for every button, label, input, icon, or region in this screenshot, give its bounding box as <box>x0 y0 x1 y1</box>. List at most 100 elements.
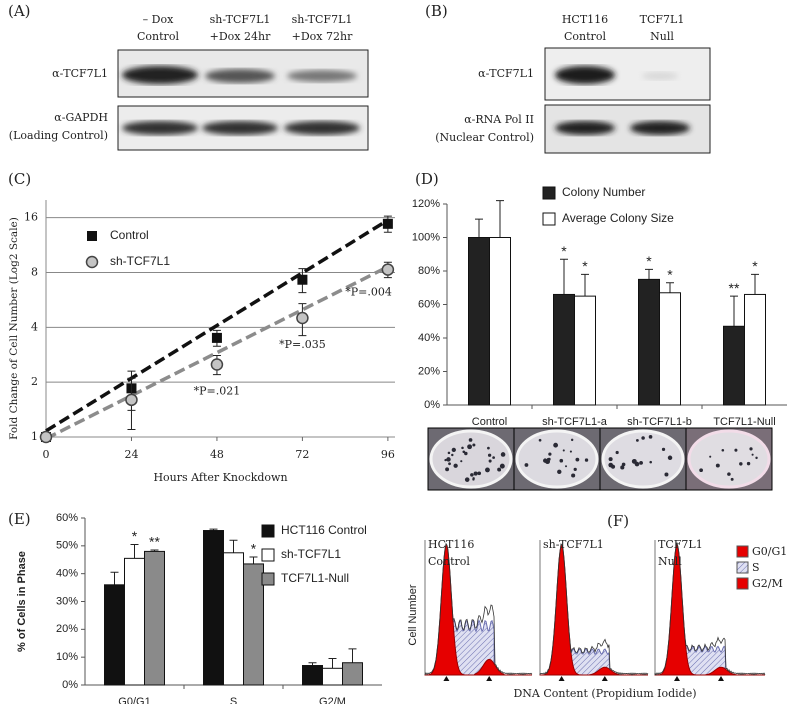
colony <box>524 463 529 467</box>
error-bar <box>130 543 139 559</box>
colony <box>492 456 495 459</box>
bar <box>468 237 490 406</box>
colony <box>715 463 720 468</box>
x-tick-label: sh-TCF7L1-a <box>542 416 608 428</box>
legend-swatch <box>736 545 749 558</box>
colony <box>615 450 619 455</box>
colony <box>565 465 568 468</box>
lane-label: TCF7L1 <box>640 13 685 26</box>
bar <box>322 667 343 686</box>
colony <box>499 463 505 469</box>
colony <box>751 453 754 456</box>
point <box>381 263 395 276</box>
colony <box>649 460 652 464</box>
colony <box>721 448 725 452</box>
legend-swatch <box>542 186 556 200</box>
colony <box>485 467 490 473</box>
colony <box>749 447 753 451</box>
row-label: (Nuclear Control) <box>435 131 534 144</box>
colony <box>448 462 451 466</box>
colony <box>557 469 562 475</box>
lane-label: HCT116 <box>562 13 608 26</box>
significance-label: ** <box>729 280 740 296</box>
panel-label: (C) <box>8 170 31 188</box>
bar <box>489 237 511 406</box>
x-tick-label: 96 <box>381 448 395 461</box>
colony <box>664 472 669 477</box>
colony <box>553 442 559 448</box>
y-tick-label: 30% <box>56 595 78 607</box>
legend-swatch <box>261 548 275 562</box>
colony <box>453 463 458 468</box>
x-tick-label: sh-TCF7L1-b <box>627 416 692 428</box>
point <box>296 311 309 325</box>
x-tick-label: G2/M <box>319 696 346 704</box>
y-tick-label: 40% <box>418 332 440 344</box>
point <box>382 218 393 229</box>
colony <box>451 453 454 457</box>
colony <box>573 467 577 472</box>
colony <box>460 460 463 463</box>
panel-label: (B) <box>425 2 448 20</box>
significance-label: ** <box>149 534 160 550</box>
y-tick-label: 10% <box>56 651 78 663</box>
flow-envelope <box>654 541 766 676</box>
bar <box>553 293 575 406</box>
colony <box>648 435 653 439</box>
row-label: α-TCF7L1 <box>478 67 534 80</box>
colony <box>447 451 451 455</box>
error-bar <box>475 218 483 238</box>
significance-label: * <box>752 258 758 274</box>
legend-label: G0/G1 <box>752 545 787 558</box>
legend-label: G2/M <box>752 577 783 590</box>
lane-label: Control <box>564 30 606 43</box>
colony <box>570 438 574 442</box>
colony <box>661 447 666 452</box>
point <box>210 358 224 371</box>
significance-label: * <box>132 528 138 544</box>
colony <box>461 446 464 450</box>
significance-label: * <box>251 541 257 557</box>
legend-label: Average Colony Size <box>562 211 674 225</box>
colony <box>451 447 456 453</box>
significance-label: * <box>667 266 673 282</box>
legend-label: TCF7L1-Null <box>281 571 349 585</box>
y-tick-label: 60% <box>418 298 440 310</box>
flow-panel-label: sh-TCF7L1 <box>543 538 604 551</box>
y-tick-label: 1 <box>31 430 38 443</box>
bar <box>302 665 323 686</box>
lane-label: Null <box>650 30 674 43</box>
annotation: *P=.004 <box>345 286 392 299</box>
colony <box>559 458 564 463</box>
legend-swatch <box>736 561 749 574</box>
flow-g2m <box>473 658 505 676</box>
colony <box>462 450 466 454</box>
legend-swatch <box>542 212 556 226</box>
colony <box>468 438 473 442</box>
legend-label: sh-TCF7L1 <box>110 254 170 268</box>
flow-panel-label: HCT116 <box>428 538 474 551</box>
colony <box>727 472 731 476</box>
error-bar <box>560 258 568 295</box>
bar <box>124 557 145 686</box>
colony <box>543 458 548 463</box>
colony <box>500 452 506 457</box>
legend-label: Colony Number <box>562 185 645 199</box>
error-bar <box>581 273 589 297</box>
colony <box>548 452 552 456</box>
colony <box>699 468 703 473</box>
colony-images <box>427 427 773 491</box>
error-bar <box>496 200 504 238</box>
error-bar <box>249 556 258 564</box>
x-tick-label: S <box>230 696 237 704</box>
x-tick-label: G0/G1 <box>118 696 150 704</box>
bar <box>144 550 165 686</box>
y-tick-label: 80% <box>418 265 440 277</box>
colony <box>667 455 673 461</box>
colony <box>746 461 751 466</box>
error-bar <box>328 658 337 669</box>
x-tick-label: TCF7L1-Null <box>713 416 775 428</box>
x-axis-label: DNA Content (Propidium Iodide) <box>513 687 696 700</box>
bar <box>243 563 264 686</box>
